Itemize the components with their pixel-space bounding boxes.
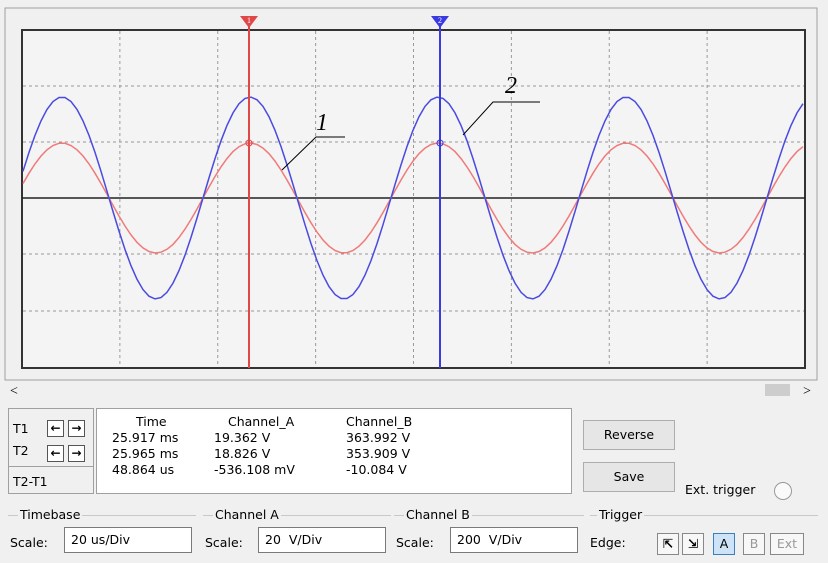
trigger-title: Trigger xyxy=(597,507,645,522)
readout-cell: 363.992 V xyxy=(346,430,411,445)
divider xyxy=(8,466,94,467)
trigger-group xyxy=(590,515,818,516)
readout-cell: 19.362 V xyxy=(214,430,271,445)
grid xyxy=(23,31,804,367)
readout-header: Time xyxy=(136,414,167,429)
group-title: Channel B xyxy=(404,507,472,522)
cursor-2-handle[interactable] xyxy=(431,16,449,28)
edge-rising[interactable]: ⇱ xyxy=(657,533,679,555)
scroll-right[interactable]: > xyxy=(803,384,811,399)
t1-right[interactable]: → xyxy=(68,420,85,437)
readout-cell: 48.864 us xyxy=(112,462,175,477)
ext-trigger-label: Ext. trigger xyxy=(685,482,756,497)
readout-cell: 25.965 ms xyxy=(112,446,179,461)
row-label: T2 xyxy=(13,443,29,458)
row-label: T1 xyxy=(13,421,29,436)
group-title: Timebase xyxy=(18,507,83,522)
ext-trigger-radio[interactable] xyxy=(774,482,792,500)
source-b[interactable]: B xyxy=(743,533,765,555)
scale-input[interactable]: 20 V/Div xyxy=(258,527,386,553)
callout-1: 1 xyxy=(316,110,328,136)
scroll-thumb[interactable] xyxy=(765,384,790,396)
t1-left[interactable]: ← xyxy=(47,420,64,437)
scale-label: Scale: xyxy=(205,535,243,550)
source-ext[interactable]: Ext xyxy=(770,533,804,555)
scale-input[interactable]: 200 V/Div xyxy=(450,527,578,553)
readout-cell: -10.084 V xyxy=(346,462,407,477)
readout-header: Channel_A xyxy=(228,414,295,429)
row-label: T2-T1 xyxy=(13,474,48,489)
group-frame xyxy=(394,515,584,516)
scroll-left[interactable]: < xyxy=(10,384,18,399)
edge-label: Edge: xyxy=(590,535,626,550)
readout-cell: 18.826 V xyxy=(214,446,271,461)
t2-left[interactable]: ← xyxy=(47,445,64,462)
group-frame xyxy=(203,515,391,516)
cursor-1-point xyxy=(245,139,253,147)
scale-label: Scale: xyxy=(10,535,48,550)
scale-label: Scale: xyxy=(396,535,434,550)
source-a[interactable]: A xyxy=(713,533,735,555)
readout-cell: 353.909 V xyxy=(346,446,411,461)
save-button[interactable]: Save xyxy=(583,462,675,492)
callout-2-line xyxy=(462,101,540,136)
scrollbar[interactable] xyxy=(5,381,817,399)
cursor-1-handle[interactable] xyxy=(240,16,258,28)
t2-right[interactable]: → xyxy=(68,445,85,462)
cursor-1-label: 1 xyxy=(247,16,251,25)
readout-header: Channel_B xyxy=(346,414,413,429)
trace-channel-b xyxy=(22,96,804,300)
scope-screen: 1 2 1 2 < > xyxy=(4,7,818,399)
readout-cell: -536.108 mV xyxy=(214,462,295,477)
callout-1-line xyxy=(281,136,345,171)
readout-cell: 25.917 ms xyxy=(112,430,179,445)
readout-table xyxy=(96,408,572,494)
cursor-2-point xyxy=(436,139,444,147)
callout-2: 2 xyxy=(505,73,517,99)
group-frame xyxy=(8,515,196,516)
edge-falling[interactable]: ⇲ xyxy=(682,533,704,555)
scale-input[interactable]: 20 us/Div xyxy=(64,527,192,553)
cursor-2-label: 2 xyxy=(438,16,442,25)
reverse-button[interactable]: Reverse xyxy=(583,420,675,450)
group-title: Channel A xyxy=(213,507,281,522)
